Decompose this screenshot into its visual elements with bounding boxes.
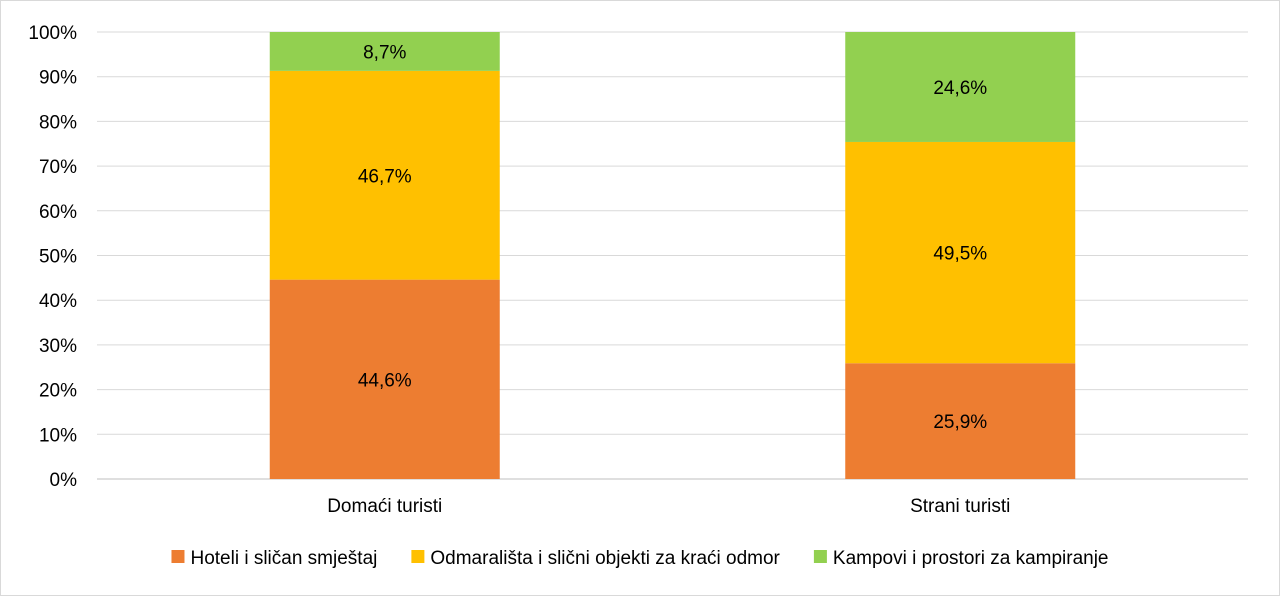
bar-segment	[269, 279, 500, 479]
y-tick-label: 50%	[39, 247, 77, 268]
y-tick-label: 70%	[39, 157, 77, 178]
data-label: 25,9%	[933, 412, 987, 433]
bar-segment	[269, 70, 500, 280]
legend-label: Odmarališta i slični objekti za kraći od…	[430, 548, 780, 569]
y-tick-label: 0%	[50, 470, 78, 491]
data-label: 8,7%	[363, 42, 406, 63]
y-tick-label: 90%	[39, 68, 77, 89]
legend-label: Hoteli i sličan smještaj	[190, 548, 377, 569]
y-tick-label: 30%	[39, 336, 77, 357]
x-category-label: Domaći turisti	[327, 496, 442, 517]
legend-swatch	[171, 550, 185, 563]
x-category-label: Strani turisti	[910, 496, 1010, 517]
data-label: 24,6%	[933, 78, 987, 99]
y-tick-label: 40%	[39, 291, 77, 312]
bar-segment	[845, 32, 1076, 142]
legend-swatch	[813, 550, 827, 563]
y-tick-label: 60%	[39, 202, 77, 223]
data-label: 49,5%	[933, 244, 987, 265]
data-label: 46,7%	[358, 166, 412, 187]
data-label: 44,6%	[358, 370, 412, 391]
bar-segment	[845, 363, 1076, 479]
legend-label: Kampovi i prostori za kampiranje	[833, 548, 1109, 569]
y-tick-label: 10%	[39, 425, 77, 446]
legend-swatch	[411, 550, 425, 563]
y-tick-label: 100%	[28, 23, 77, 44]
bar-segment	[269, 32, 500, 71]
y-tick-label: 80%	[39, 112, 77, 133]
bar-segment	[845, 141, 1076, 364]
y-tick-label: 20%	[39, 381, 77, 402]
